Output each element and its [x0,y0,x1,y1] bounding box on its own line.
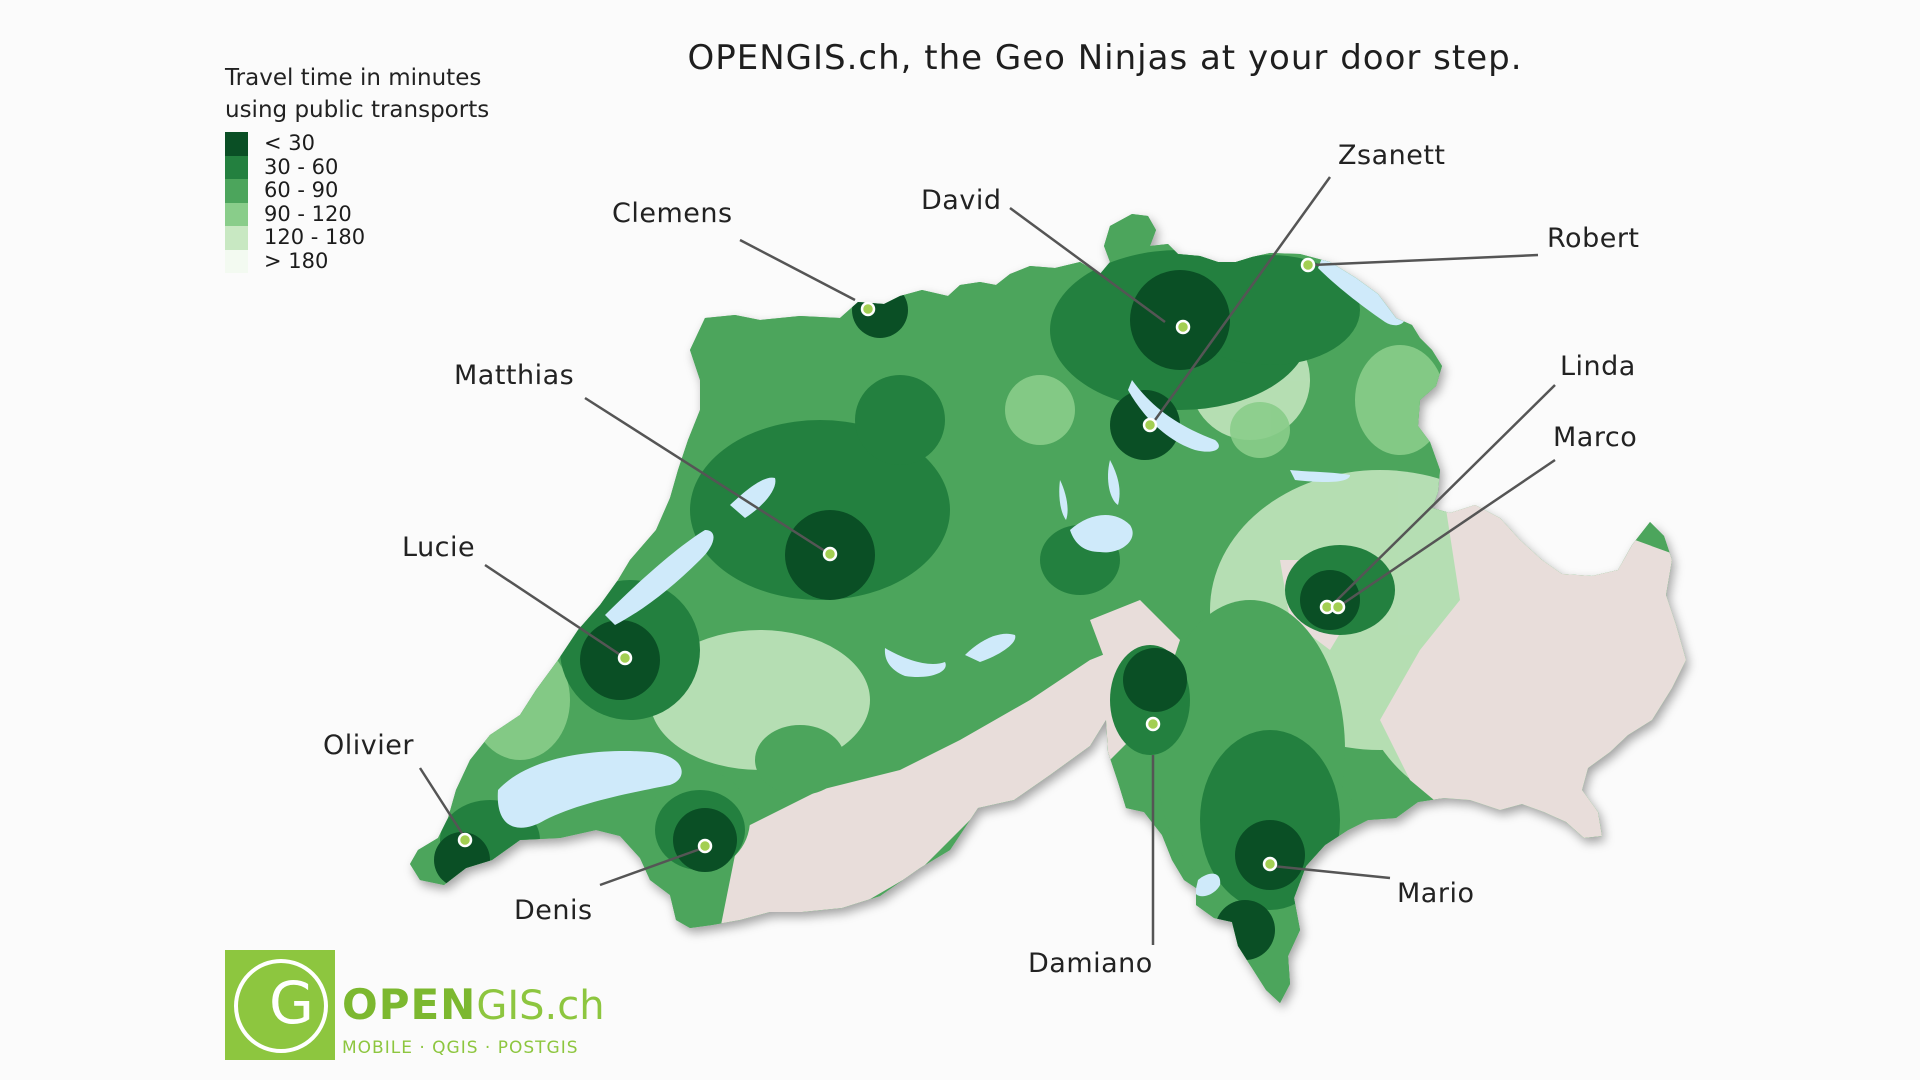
legend: Travel time in minutes using public tran… [225,62,489,273]
label-linda: Linda [1560,351,1636,382]
legend-swatch [225,202,248,226]
legend-item: 30 - 60 [225,154,489,179]
legend-label: > 180 [264,248,329,273]
legend-item: 90 - 120 [225,201,489,226]
legend-item: < 30 [225,132,489,156]
marker-denis [697,838,713,854]
legend-label: 60 - 90 [264,178,339,203]
logo-ring-icon [234,959,328,1053]
marker-damiano [1145,716,1161,732]
callout-lines [418,176,1556,945]
label-marco: Marco [1553,422,1638,453]
legend-label: < 30 [264,131,315,156]
legend-item: 120 - 180 [225,226,489,250]
marker-mario [1262,856,1278,872]
lakes [497,258,1407,897]
logo-brand-open: OPEN [342,980,477,1029]
logo-letter: G [269,969,314,1037]
logo-tagline: MOBILE · QGIS · POSTGIS [342,1038,579,1058]
legend-label: 90 - 120 [264,201,352,226]
marker-marco [1330,599,1346,615]
map-title: OPENGIS.ch, the Geo Ninjas at your door … [687,38,1523,78]
label-matthias: Matthias [454,360,575,391]
legend-swatch [225,132,248,156]
logo-brand-gis: GIS.ch [476,983,605,1029]
person-markers [457,257,1346,872]
legend-label: 30 - 60 [264,154,339,179]
legend-item: 60 - 90 [225,179,489,203]
legend-swatch [225,179,248,203]
label-olivier: Olivier [323,730,414,761]
legend-item: > 180 [225,248,489,273]
legend-items: < 30 30 - 60 60 - 90 90 - 120 120 - 180 … [225,132,489,273]
logo-brand: OPENGIS.ch [342,980,605,1039]
marker-olivier [457,832,473,848]
label-david: David [921,185,1002,216]
label-damiano: Damiano [1028,948,1153,979]
label-robert: Robert [1547,223,1640,254]
label-zsanett: Zsanett [1338,140,1446,171]
legend-swatch [225,226,248,250]
label-clemens: Clemens [612,198,733,229]
logo-badge: G [225,950,335,1060]
marker-robert [1300,257,1316,273]
label-mario: Mario [1397,878,1475,909]
legend-title-line1: Travel time in minutes [225,65,482,91]
marker-zsanett [1142,417,1158,433]
label-denis: Denis [514,895,593,926]
marker-clemens [860,301,876,317]
legend-swatch [225,249,248,273]
legend-label: 120 - 180 [264,225,366,250]
legend-title-line2: using public transports [225,97,490,123]
marker-matthias [822,546,838,562]
marker-david [1175,319,1191,335]
label-lucie: Lucie [402,532,476,563]
legend-swatch [225,155,248,179]
marker-lucie [617,650,633,666]
